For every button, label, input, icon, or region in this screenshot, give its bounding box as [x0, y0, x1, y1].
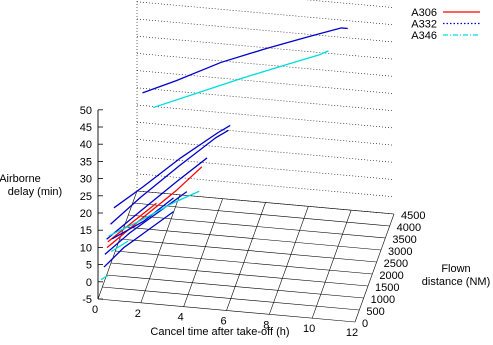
z-axis-label-line2: delay (min) [8, 186, 62, 198]
floor-gridline-x [226, 202, 266, 311]
series-layer [100, 27, 348, 281]
back-wall-gridline [136, 18, 395, 43]
x-tick-label: 2 [135, 308, 141, 320]
z-tick-label: -5 [82, 294, 92, 306]
series-a332-line [111, 197, 174, 240]
y-tick-label: 1000 [371, 294, 395, 306]
y-tick-label: 2000 [379, 270, 403, 282]
floor-gridline-x [269, 206, 309, 315]
series-a346-line [100, 274, 109, 281]
z-tick-label: 25 [80, 191, 92, 203]
z-tick-label: 20 [80, 208, 92, 220]
series-a332-line [104, 191, 188, 255]
series-a332-line [110, 129, 229, 225]
z-tick-label: 50 [80, 105, 92, 117]
back-wall-gridline [136, 53, 395, 77]
legend-label-a332: A332 [411, 19, 437, 31]
back-wall-gridline [136, 70, 395, 94]
series-a332-line [106, 157, 208, 240]
z-tick-label: 35 [80, 156, 92, 168]
y-axis-label-line1: Flown [441, 263, 470, 275]
z-tick-label: 0 [86, 277, 92, 289]
x-tick-label: 6 [220, 316, 226, 328]
y-tick-label: 2500 [384, 258, 408, 270]
back-wall-gridline [305, 0, 395, 8]
floor-gridline-x [97, 190, 138, 300]
floor-gridline-y [128, 214, 386, 239]
x-tick-label: 12 [346, 327, 358, 339]
x-tick-label: 0 [92, 304, 98, 316]
back-wall-gridline [136, 121, 395, 146]
z-tick-label: 5 [86, 260, 92, 272]
z-axis-label-line1: Airborne [0, 173, 41, 185]
floor-gridline-y [123, 226, 382, 251]
y-axis-label-line2: distance (NM) [422, 276, 490, 288]
z-tick-label: 30 [80, 174, 92, 186]
back-wall-gridline [136, 173, 395, 198]
floor-gridline-y [119, 238, 377, 263]
series-a346-line [108, 190, 200, 237]
x-tick-label: 8 [263, 319, 269, 331]
series-a346-line [110, 240, 129, 253]
z-tick-label: 10 [80, 242, 92, 254]
floor-gridline-y [136, 190, 395, 215]
floor-gridline-y [110, 262, 369, 287]
floor-gridline-x [140, 194, 181, 303]
z-tick-label: 45 [80, 122, 92, 134]
axes-layer [97, 109, 103, 300]
y-tick-label: 500 [366, 306, 384, 318]
y-tick-label: 1500 [375, 282, 399, 294]
series-a346-line [153, 50, 329, 109]
grid-layer [97, 0, 395, 323]
back-wall-gridline [136, 1, 395, 26]
z-tick-label: 15 [80, 225, 92, 237]
back-wall-gridline [136, 139, 395, 163]
legend-label-a346: A346 [411, 30, 437, 42]
floor-gridline-y [102, 286, 360, 311]
floor-gridline-x [354, 213, 395, 323]
legend-label-a306: A306 [411, 7, 437, 19]
floor-gridline-x [311, 210, 352, 319]
x-tick-label: 10 [303, 323, 315, 335]
series-a332-line [113, 124, 231, 209]
y-tick-label: 3500 [392, 234, 416, 246]
series-a332-line [103, 211, 174, 268]
back-wall-gridline [136, 35, 395, 60]
x-axis-label: Cancel time after take-off (h) [150, 326, 289, 338]
floor-gridline-y [115, 250, 373, 275]
series-a306-line [107, 202, 157, 243]
floor-gridline-y [106, 274, 364, 299]
series-a306-line [106, 166, 203, 249]
back-wall-gridline [136, 104, 395, 129]
y-tick-label: 0 [362, 318, 368, 330]
floor-gridline-x [183, 198, 223, 307]
x-tick-label: 4 [178, 312, 184, 324]
y-tick-label: 4500 [401, 210, 425, 222]
floor-gridline-y [97, 298, 356, 323]
series-a332-line [142, 27, 348, 94]
back-wall-gridline [136, 87, 395, 112]
y-tick-label: 4000 [397, 222, 421, 234]
floor-gridline-y [132, 202, 390, 227]
back-wall-gridline [136, 156, 395, 180]
z-tick-label: 40 [80, 139, 92, 151]
y-tick-label: 3000 [388, 246, 412, 258]
